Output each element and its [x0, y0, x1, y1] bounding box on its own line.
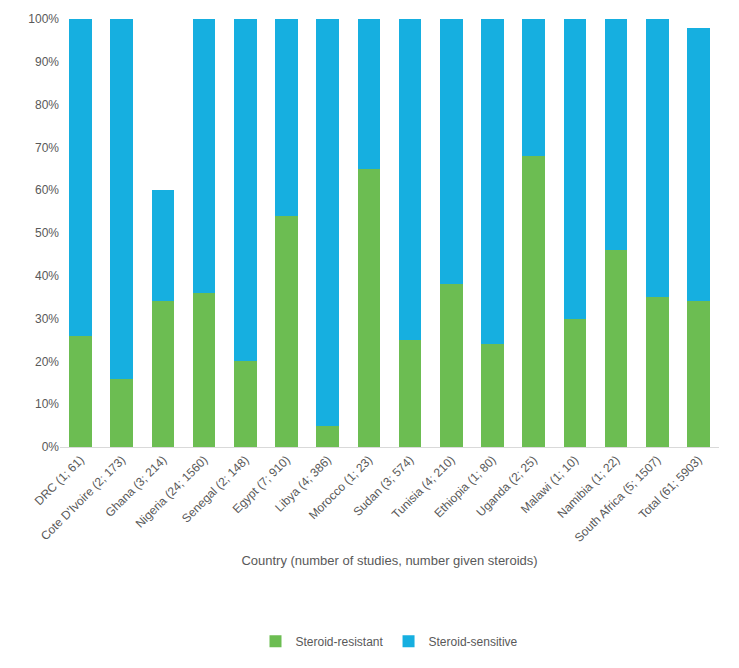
svg-text:10%: 10%	[35, 397, 59, 411]
svg-text:Malawi (1; 10): Malawi (1; 10)	[518, 453, 581, 516]
svg-text:20%: 20%	[35, 355, 59, 369]
svg-text:Egypt (7; 910): Egypt (7; 910)	[230, 453, 293, 516]
svg-text:Nigeria (24; 1560): Nigeria (24; 1560)	[133, 453, 211, 531]
svg-text:Country (number of studies, nu: Country (number of studies, number given…	[241, 553, 537, 568]
svg-text:60%: 60%	[35, 183, 59, 197]
svg-text:DRC (1; 61): DRC (1; 61)	[32, 453, 87, 508]
svg-text:Tunisia (4; 210): Tunisia (4; 210)	[389, 453, 458, 522]
svg-text:100%: 100%	[28, 12, 59, 26]
svg-text:Ghana (3; 214): Ghana (3; 214)	[102, 453, 169, 520]
svg-text:Namibia (1; 22): Namibia (1; 22)	[554, 453, 622, 521]
svg-text:Morocco (1; 23): Morocco (1; 23)	[306, 453, 375, 522]
svg-text:50%: 50%	[35, 226, 59, 240]
svg-text:Steroid-sensitive: Steroid-sensitive	[429, 635, 518, 649]
svg-text:Cote D'Ivoire (2; 173): Cote D'Ivoire (2; 173)	[38, 453, 128, 543]
svg-text:40%: 40%	[35, 269, 59, 283]
svg-text:Total (61; 5903): Total (61; 5903)	[636, 453, 705, 522]
svg-text:30%: 30%	[35, 312, 59, 326]
svg-text:Ethiopia (1; 80): Ethiopia (1; 80)	[431, 453, 498, 520]
svg-text:90%: 90%	[35, 55, 59, 69]
svg-text:Libya (4; 386): Libya (4; 386)	[272, 453, 334, 515]
svg-text:80%: 80%	[35, 98, 59, 112]
svg-text:Steroid-resistant: Steroid-resistant	[296, 635, 384, 649]
svg-text:Sudan (3; 574): Sudan (3; 574)	[350, 453, 416, 519]
svg-text:Uganda (2; 25): Uganda (2; 25)	[474, 453, 541, 520]
svg-text:70%: 70%	[35, 141, 59, 155]
svg-text:South Africa (5; 1507): South Africa (5; 1507)	[572, 453, 664, 545]
svg-text:Senegal (2; 148): Senegal (2; 148)	[179, 453, 252, 526]
svg-text:0%: 0%	[42, 440, 60, 454]
